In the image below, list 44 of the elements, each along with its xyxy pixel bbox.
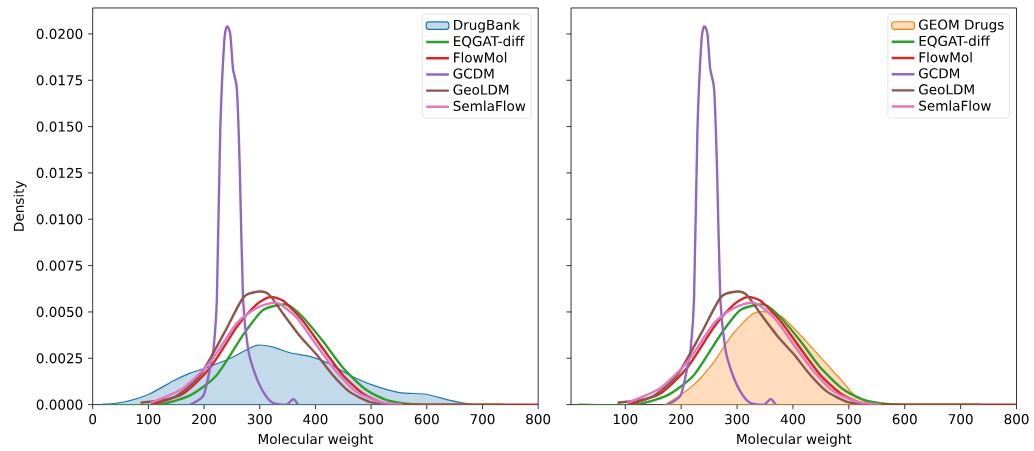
line-series <box>149 301 405 405</box>
legend-label: EQGAT-diff <box>454 35 525 48</box>
y-tick-label: 0.0025 <box>36 352 83 364</box>
x-axis-title: Molecular weight <box>737 433 852 447</box>
line-series <box>149 295 539 405</box>
x-tick-label: 400 <box>303 413 328 425</box>
x-tick-label: 300 <box>247 413 272 425</box>
y-tick-label: 0.0050 <box>36 306 83 317</box>
x-axis-title: Molecular weight <box>258 433 373 447</box>
legend-label: GeoLDM <box>453 84 509 95</box>
x-tick-label: 100 <box>136 413 161 425</box>
y-tick-label: 0.0000 <box>36 399 83 410</box>
x-tick-label: 500 <box>359 413 384 425</box>
y-tick-label: 0.0200 <box>36 28 83 39</box>
x-tick-label: 300 <box>725 413 750 425</box>
y-axis-title: Density <box>13 180 27 231</box>
y-tick-label: 0.0075 <box>36 260 83 271</box>
x-tick-label: 800 <box>1004 413 1029 425</box>
x-tick-label: 700 <box>470 413 495 425</box>
legend-label: DrugBank <box>454 19 520 33</box>
legend-label: SemlaFlow <box>453 100 526 111</box>
legend-label: FlowMol <box>919 51 972 63</box>
legend-label: SemlaFlow <box>919 100 991 111</box>
legend-label: GCDM <box>453 68 494 79</box>
x-tick-label: 400 <box>780 413 805 425</box>
legend-label: GCDM <box>919 68 960 79</box>
x-tick-label: 700 <box>948 413 973 425</box>
x-tick-label: 200 <box>669 413 694 425</box>
legend-label: GeoLDM <box>919 84 974 95</box>
x-tick-label: 500 <box>836 413 861 425</box>
y-tick-label: 0.0100 <box>36 213 83 225</box>
line-series <box>188 25 300 405</box>
x-tick-label: 600 <box>892 413 917 425</box>
x-tick-label: 800 <box>526 413 551 425</box>
legend-label: EQGAT-diff <box>919 35 991 48</box>
x-tick-label: 0 <box>89 413 97 425</box>
x-tick-label: 600 <box>414 413 439 425</box>
y-tick-label: 0.0125 <box>36 167 83 178</box>
legend-label: GEOM Drugs <box>919 19 1004 33</box>
legend-label: FlowMol <box>454 51 507 63</box>
y-tick-label: 0.0150 <box>36 121 83 132</box>
x-tick-label: 100 <box>613 413 638 425</box>
x-tick-label: 200 <box>192 413 217 425</box>
y-tick-label: 0.0175 <box>36 74 83 86</box>
